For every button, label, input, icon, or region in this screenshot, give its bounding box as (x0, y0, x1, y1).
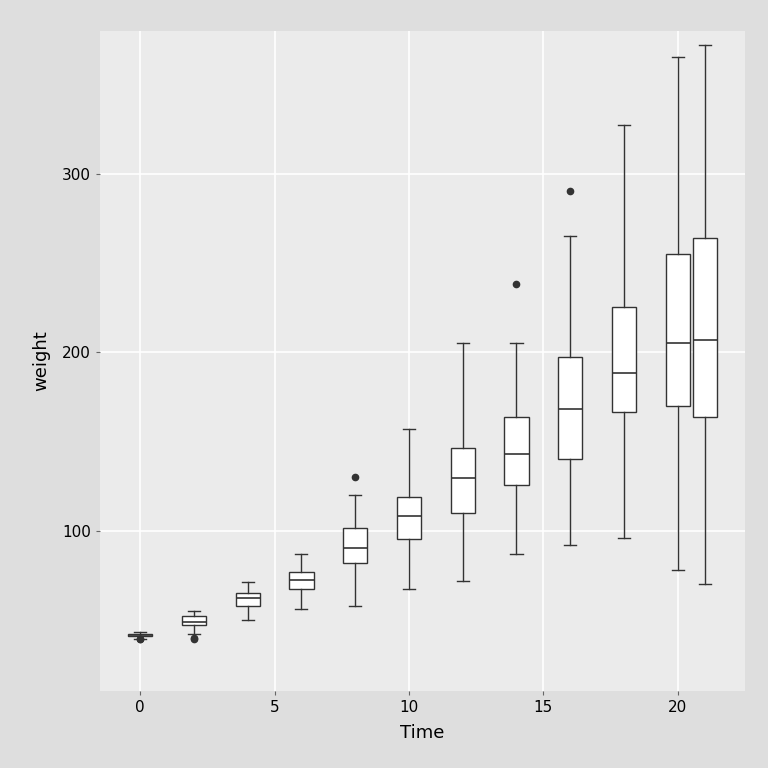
PathPatch shape (612, 307, 636, 412)
PathPatch shape (558, 357, 582, 459)
PathPatch shape (505, 417, 528, 485)
PathPatch shape (451, 449, 475, 513)
PathPatch shape (666, 254, 690, 406)
PathPatch shape (693, 238, 717, 417)
PathPatch shape (397, 497, 421, 539)
PathPatch shape (343, 528, 367, 563)
Y-axis label: weight: weight (33, 330, 51, 392)
PathPatch shape (182, 616, 206, 624)
PathPatch shape (236, 593, 260, 605)
PathPatch shape (128, 634, 152, 636)
PathPatch shape (290, 572, 313, 588)
X-axis label: Time: Time (400, 723, 445, 742)
